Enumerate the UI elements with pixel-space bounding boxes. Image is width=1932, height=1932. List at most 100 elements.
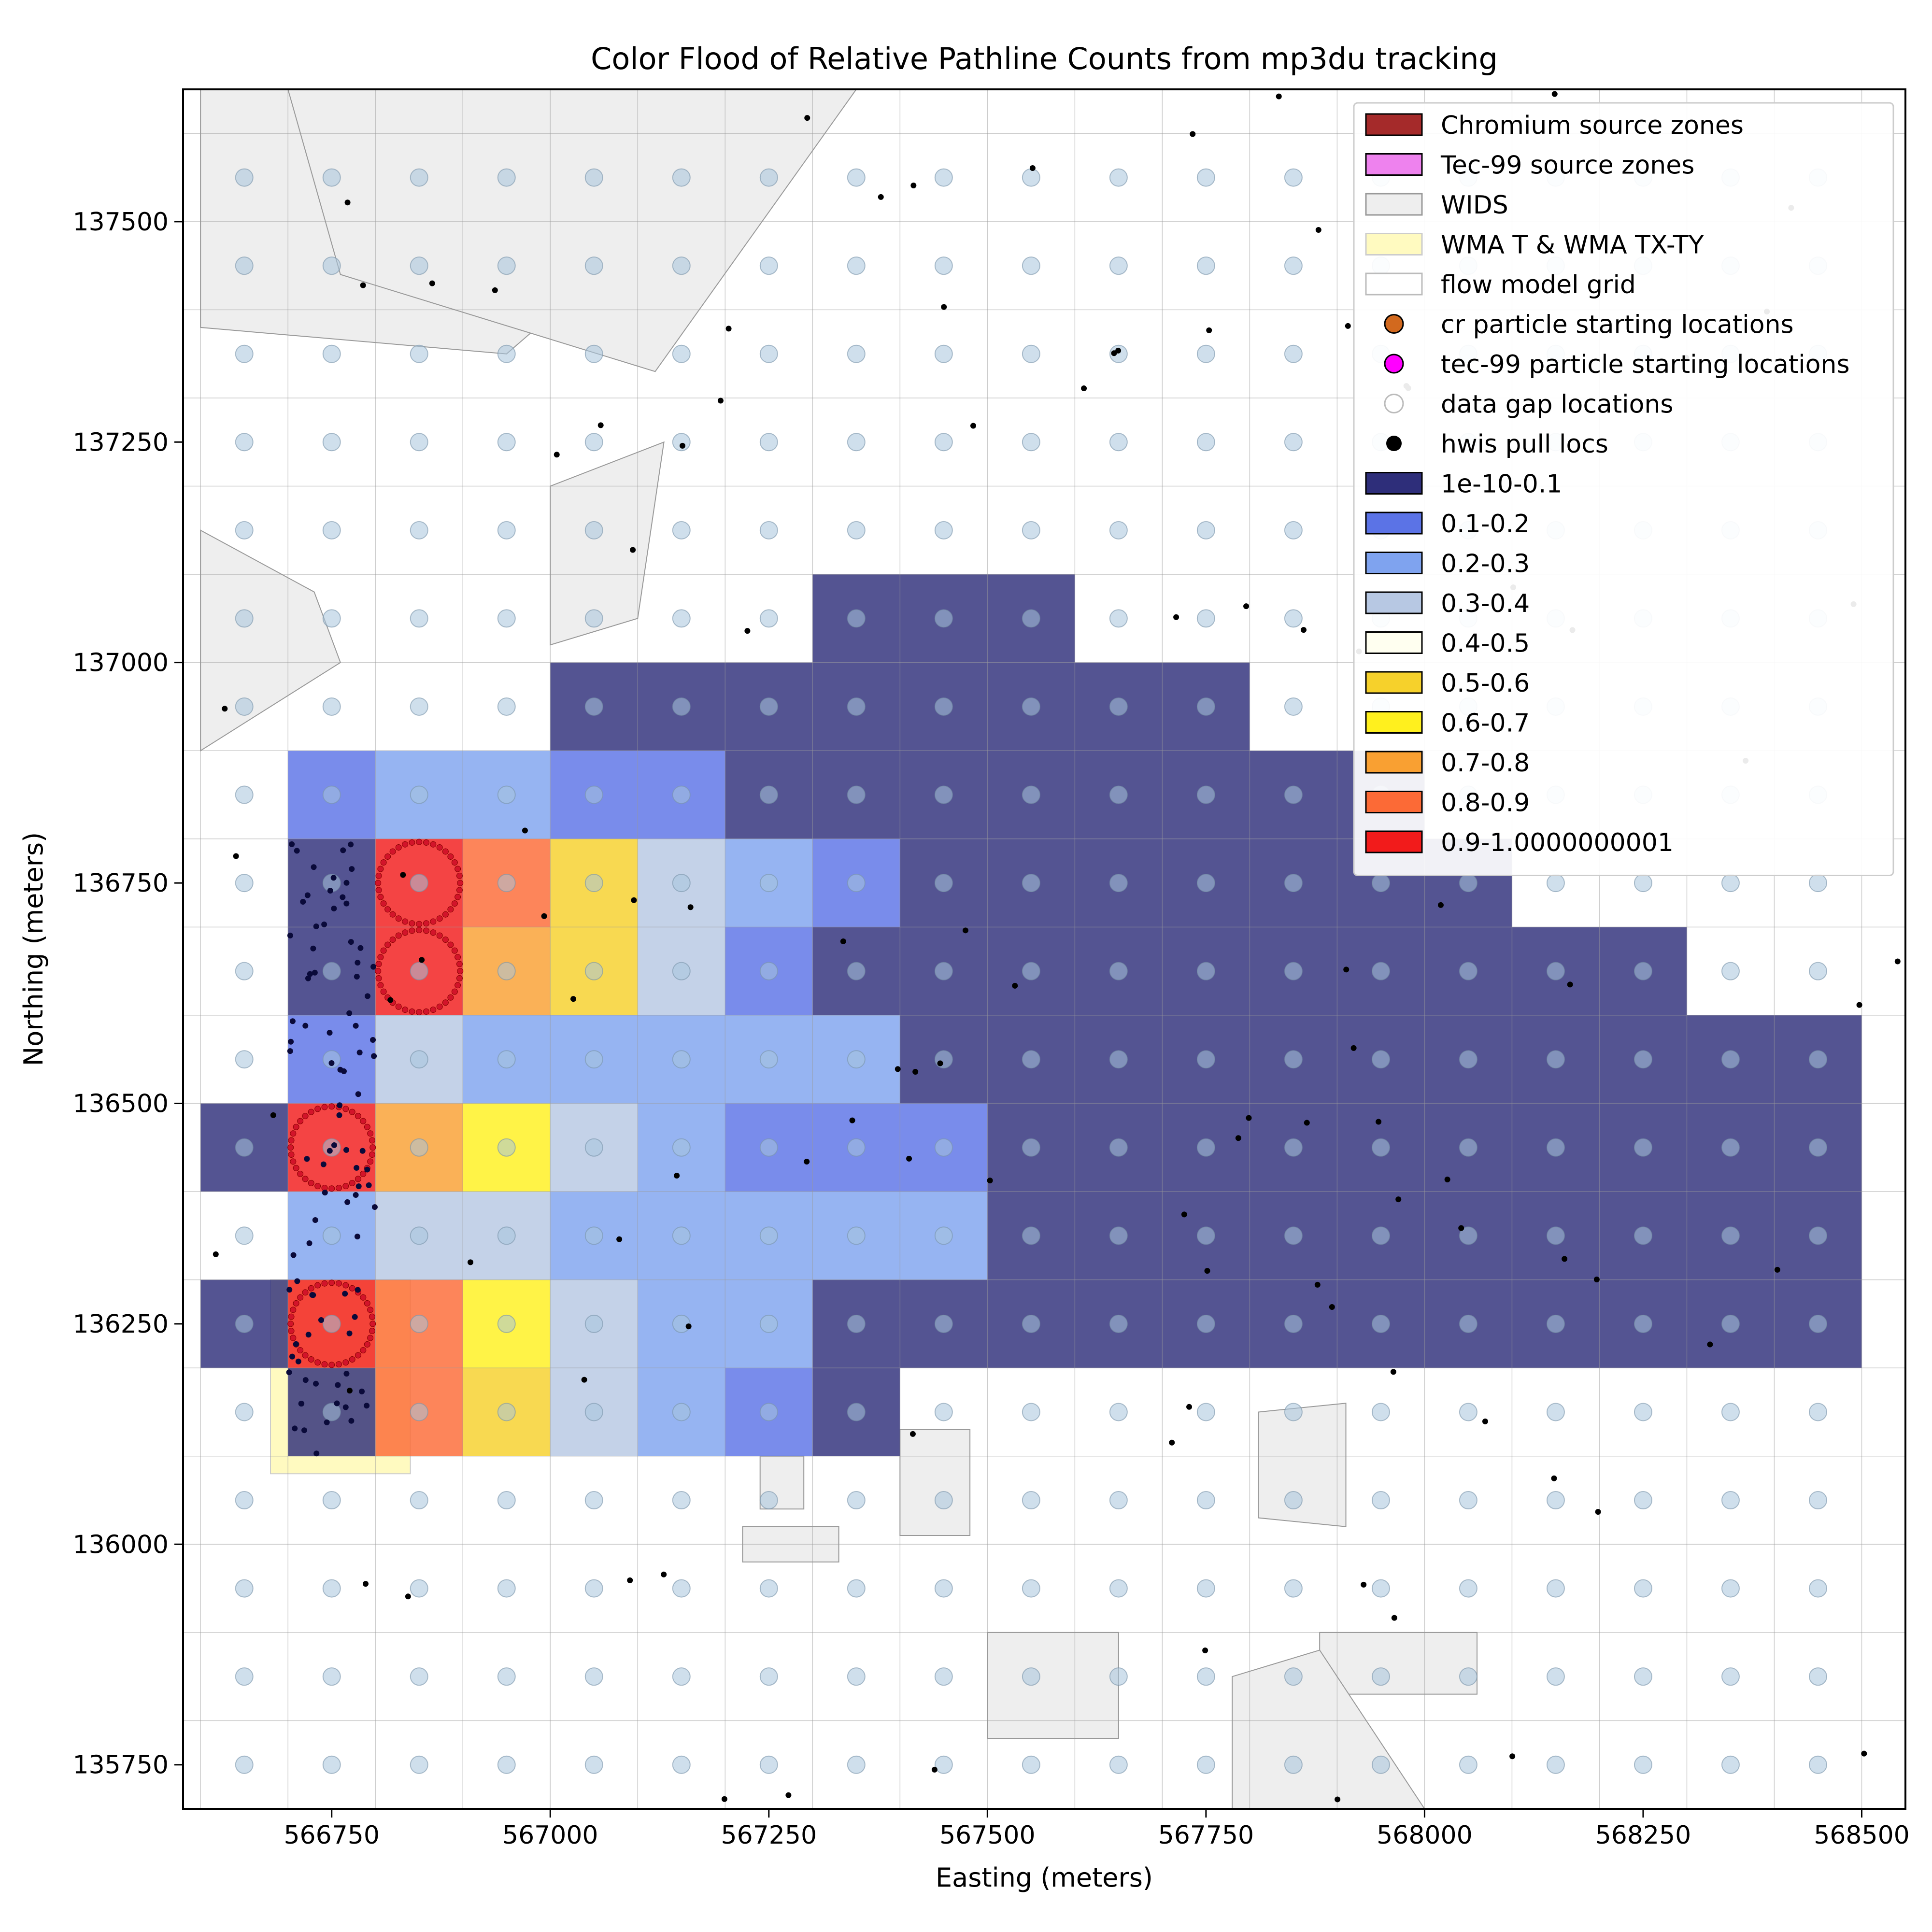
particle-marker [360,1170,367,1177]
particle-marker [377,954,384,961]
particle-marker [342,1183,349,1190]
hwis-point [1395,1196,1402,1203]
data-gap-point [1109,344,1128,363]
data-gap-point [672,521,691,540]
data-gap-point [497,874,516,893]
particle-marker [402,929,409,936]
data-gap-point [1634,1755,1652,1774]
hwis-point [962,927,968,934]
hwis-point [327,1148,333,1154]
hwis-point [597,422,604,428]
particle-marker [302,1289,309,1296]
hwis-point [1509,1753,1516,1760]
legend-swatch [1365,113,1423,136]
data-gap-point [1284,168,1303,187]
particle-marker [456,961,463,967]
data-gap-point [1109,256,1128,275]
data-gap-point [847,697,866,716]
data-gap-point [1284,1491,1303,1510]
data-gap-point [584,344,603,363]
data-gap-point [1546,1226,1565,1245]
data-gap-point [1022,1138,1040,1157]
particle-marker [377,982,384,989]
hwis-point [1458,1225,1464,1231]
data-gap-point [847,344,866,363]
particle-marker [335,1361,342,1368]
data-gap-point [1808,1755,1827,1774]
data-gap-point [235,1314,254,1333]
data-gap-point [847,874,866,893]
data-gap-point [1022,874,1040,893]
data-gap-point [1371,1226,1390,1245]
particle-marker [328,1103,335,1110]
hwis-point [305,1332,312,1338]
data-gap-point [322,1226,341,1245]
data-gap-point [1371,962,1390,980]
data-gap-point [1022,785,1040,804]
data-gap-point [847,1491,866,1510]
particle-marker [297,1118,304,1124]
hwis-point [353,1192,359,1198]
particle-marker [384,906,391,913]
hwis-point [1012,982,1018,989]
data-gap-point [410,1050,428,1069]
x-tick-label: 567250 [721,1821,817,1850]
hwis-point [286,1369,292,1376]
data-gap-point [1109,1050,1128,1069]
particle-marker [297,1294,304,1301]
data-gap-point [672,1403,691,1421]
hwis-point [310,945,316,952]
hwis-point [359,1388,365,1394]
data-gap-point [584,1226,603,1245]
particle-marker [335,1184,342,1191]
data-gap-point [759,697,778,716]
data-gap-point [1109,785,1128,804]
hwis-point [570,996,577,1002]
data-gap-point [759,874,778,893]
particle-marker [367,1130,374,1137]
particle-marker [308,1285,314,1292]
hwis-point [1186,1404,1193,1410]
hwis-point [322,1190,328,1196]
hwis-point [1335,1796,1341,1803]
particle-marker [430,918,437,925]
data-gap-point [934,1138,953,1157]
particle-marker [436,932,443,939]
y-tick-label: 137000 [72,649,169,678]
data-gap-point [1634,1667,1652,1686]
particle-marker [389,911,396,918]
data-gap-point [1721,1226,1740,1245]
data-gap-point [410,256,428,275]
hwis-point [1204,1268,1210,1274]
particle-marker [288,1151,295,1158]
legend-marker [1384,394,1404,413]
data-gap-point [584,1138,603,1157]
hwis-point [400,872,406,878]
hwis-point [616,1236,623,1242]
data-gap-point [934,785,953,804]
data-gap-point [497,521,516,540]
data-gap-point [1546,1050,1565,1069]
x-tick-label: 568250 [1595,1821,1691,1850]
data-gap-point [584,433,603,452]
legend-label: 0.2-0.3 [1441,550,1530,579]
data-gap-point [759,1491,778,1510]
hwis-point [298,1401,304,1407]
data-gap-point [1284,1050,1303,1069]
hwis-point [744,628,751,634]
hwis-point [1444,1176,1450,1182]
data-gap-point [1721,874,1740,893]
data-gap-point [934,697,953,716]
hwis-point [313,1380,319,1387]
data-gap-point [1459,1314,1477,1333]
hwis-point [335,1382,341,1388]
data-gap-point [1459,1403,1477,1421]
particle-marker [416,921,423,927]
data-gap-point [410,1226,428,1245]
particle-marker [302,1113,309,1120]
data-gap-point [1721,1755,1740,1774]
hwis-point [360,282,366,288]
data-gap-point [322,1667,341,1686]
particle-marker [402,1007,409,1013]
